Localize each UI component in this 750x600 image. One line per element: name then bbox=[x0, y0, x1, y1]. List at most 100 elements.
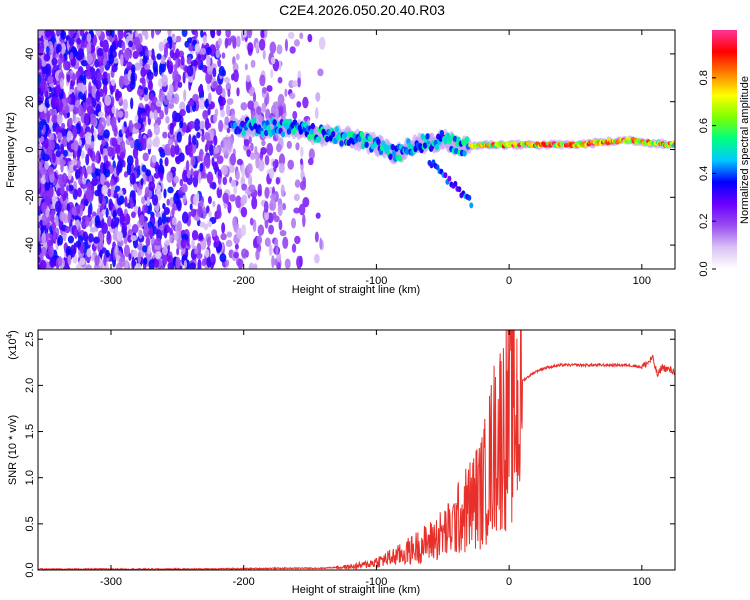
noise-speckle bbox=[275, 246, 279, 255]
noise-speckle bbox=[148, 49, 152, 57]
spectrogram-y-ticks: -40 -20 0 20 40 bbox=[24, 48, 675, 253]
noise-speckle bbox=[168, 65, 173, 73]
noise-speckle bbox=[204, 249, 210, 258]
noise-speckle bbox=[121, 124, 125, 135]
noise-speckle bbox=[110, 220, 115, 230]
noise-speckle bbox=[41, 246, 47, 256]
noise-speckle bbox=[225, 30, 231, 39]
noise-speckle bbox=[240, 206, 248, 218]
noise-speckle bbox=[243, 138, 250, 147]
noise-speckle bbox=[134, 62, 141, 71]
noise-speckle bbox=[192, 174, 199, 188]
noise-speckle bbox=[103, 254, 107, 267]
noise-speckle bbox=[173, 192, 180, 205]
noise-speckle bbox=[75, 240, 82, 248]
noise-speckle bbox=[119, 151, 126, 160]
noise-speckle bbox=[142, 77, 146, 91]
noise-speckle bbox=[98, 191, 103, 204]
noise-speckle bbox=[276, 44, 283, 55]
noise-speckle bbox=[229, 153, 237, 166]
noise-speckle bbox=[163, 226, 168, 239]
noise-speckle bbox=[250, 142, 254, 152]
noise-speckle bbox=[183, 259, 187, 269]
noise-speckle bbox=[38, 161, 43, 171]
noise-speckle bbox=[153, 109, 158, 121]
x-tick-label: 100 bbox=[633, 576, 651, 588]
noise-speckle bbox=[188, 134, 192, 146]
noise-speckle bbox=[144, 205, 149, 214]
noise-speckle bbox=[202, 110, 209, 120]
noise-speckle bbox=[60, 143, 65, 155]
noise-speckle bbox=[48, 245, 54, 258]
noise-speckle bbox=[109, 178, 115, 188]
noise-speckle bbox=[277, 203, 283, 217]
noise-speckle bbox=[203, 223, 209, 231]
noise-speckle bbox=[282, 102, 286, 114]
noise-speckle bbox=[270, 68, 274, 79]
noise-speckle bbox=[59, 77, 64, 90]
noise-speckle bbox=[216, 204, 221, 215]
ridge-core bbox=[376, 138, 381, 146]
noise-speckle bbox=[206, 55, 211, 67]
noise-speckle bbox=[172, 52, 178, 61]
x-tick-label: -100 bbox=[365, 576, 387, 588]
noise-speckle bbox=[55, 30, 62, 35]
noise-speckle bbox=[46, 112, 50, 124]
noise-speckle bbox=[272, 101, 280, 109]
noise-speckle bbox=[118, 195, 125, 205]
colorbar-gradient bbox=[712, 30, 737, 269]
noise-speckle bbox=[256, 235, 263, 245]
noise-speckle bbox=[188, 120, 196, 130]
noise-speckle bbox=[236, 158, 243, 166]
noise-speckle bbox=[292, 110, 298, 120]
noise-speckle bbox=[70, 142, 75, 150]
noise-speckle bbox=[248, 262, 255, 269]
ridge-core bbox=[434, 143, 440, 151]
noise-speckle bbox=[77, 104, 84, 117]
noise-speckle bbox=[293, 39, 300, 47]
noise-speckle bbox=[114, 88, 120, 102]
noise-speckle bbox=[302, 96, 309, 109]
noise-speckle bbox=[210, 255, 215, 263]
y-tick-label: 40 bbox=[24, 48, 36, 60]
noise-speckle bbox=[108, 53, 115, 65]
noise-speckle bbox=[226, 103, 231, 117]
noise-speckle bbox=[56, 114, 63, 125]
noise-speckle bbox=[201, 134, 205, 143]
noise-speckle bbox=[137, 206, 141, 219]
ridge-core bbox=[307, 133, 312, 141]
noise-speckle bbox=[43, 137, 49, 150]
noise-speckle bbox=[194, 248, 199, 255]
noise-speckle bbox=[95, 79, 102, 90]
noise-speckle bbox=[167, 255, 174, 264]
noise-speckle bbox=[144, 86, 149, 95]
noise-speckle bbox=[52, 229, 57, 242]
noise-speckle bbox=[226, 127, 231, 134]
noise-speckle bbox=[45, 208, 50, 218]
noise-speckle bbox=[222, 176, 228, 186]
noise-speckle bbox=[128, 40, 133, 48]
noise-speckle bbox=[215, 84, 223, 96]
noise-speckle bbox=[171, 206, 175, 217]
noise-speckle bbox=[80, 137, 86, 146]
noise-speckle bbox=[264, 210, 269, 221]
ridge-core bbox=[464, 136, 470, 143]
noise-speckle bbox=[142, 245, 148, 253]
noise-speckle bbox=[162, 245, 168, 256]
noise-speckle bbox=[181, 30, 188, 37]
noise-speckle bbox=[154, 30, 161, 36]
noise-speckle bbox=[278, 153, 286, 167]
spectrogram-y-label: Frequency (Hz) bbox=[5, 112, 17, 188]
noise-speckle bbox=[197, 53, 202, 61]
ridge-branch bbox=[469, 202, 474, 209]
noise-speckle bbox=[174, 144, 180, 156]
noise-speckle bbox=[98, 231, 103, 240]
noise-speckle bbox=[62, 135, 68, 147]
noise-speckle bbox=[55, 44, 60, 55]
noise-speckle bbox=[99, 65, 105, 73]
noise-speckle bbox=[111, 63, 118, 73]
ridge-core bbox=[422, 142, 428, 149]
noise-speckle bbox=[118, 30, 125, 40]
noise-speckle bbox=[147, 128, 152, 139]
